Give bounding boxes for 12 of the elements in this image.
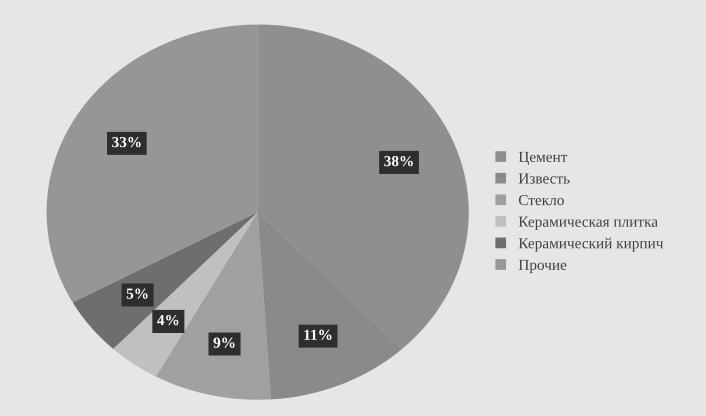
data-label: 33% bbox=[112, 136, 141, 148]
legend-label: Керамическая плитка bbox=[518, 216, 658, 230]
data-label: 9% bbox=[213, 338, 235, 348]
legend-label: Керамический кирпич bbox=[518, 238, 664, 252]
legend-label: Стекло bbox=[518, 194, 564, 206]
legend-label: Известь bbox=[518, 173, 570, 184]
data-label: 11% bbox=[304, 330, 332, 340]
legend-label: Цемент bbox=[518, 152, 568, 166]
data-label: 4% bbox=[157, 314, 178, 326]
data-label: 5% bbox=[126, 288, 148, 299]
data-label: 38% bbox=[384, 156, 413, 166]
legend-label: Прочие bbox=[518, 260, 566, 274]
